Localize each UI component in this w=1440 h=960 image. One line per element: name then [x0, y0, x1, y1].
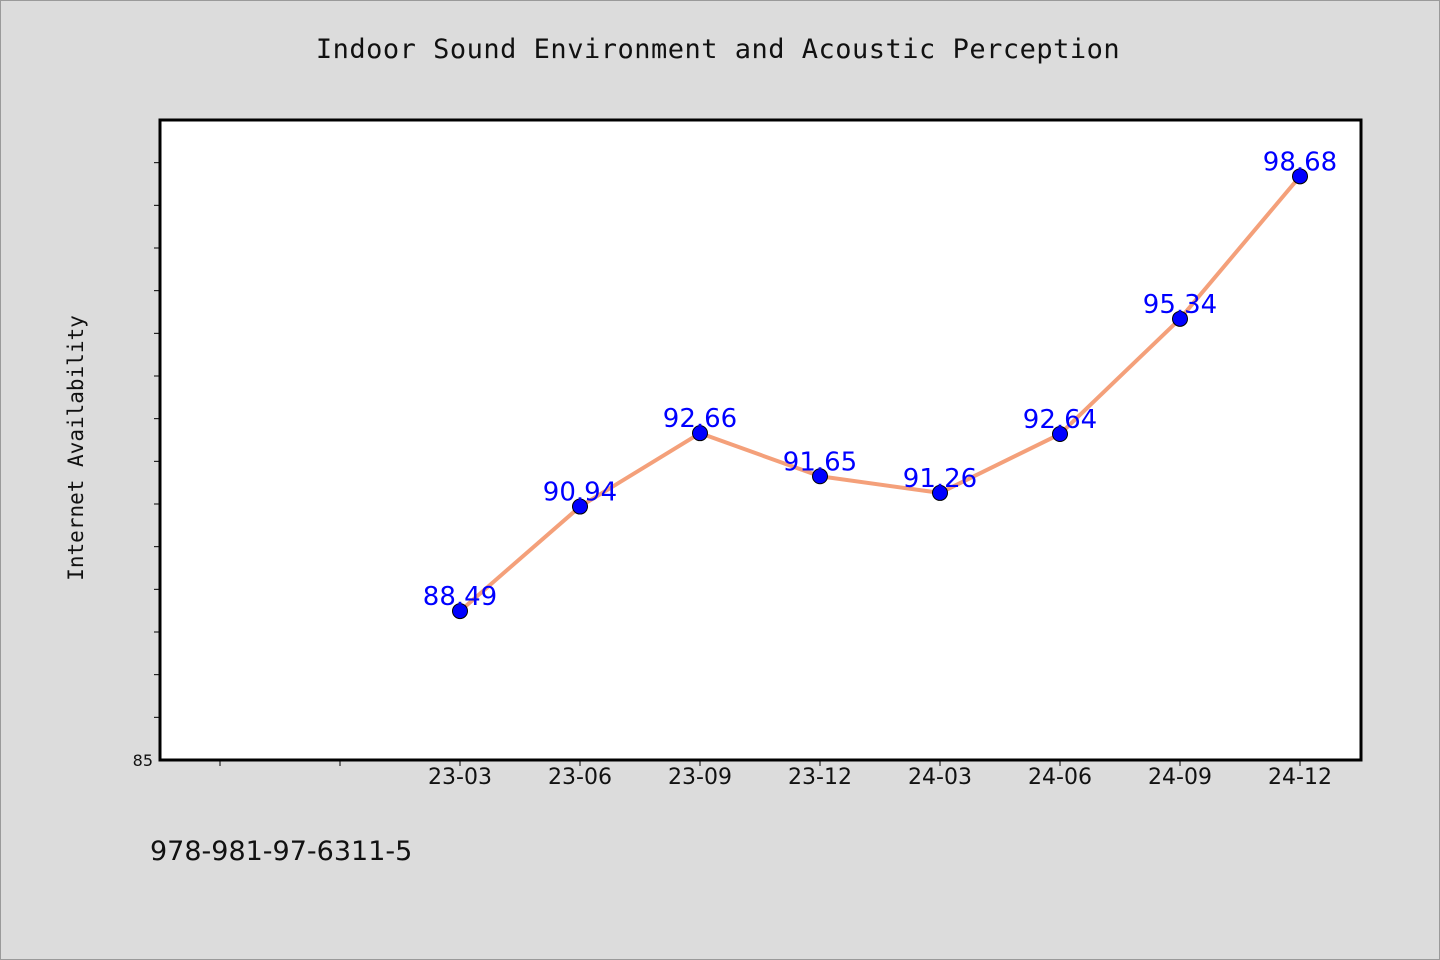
- data-point: [932, 484, 948, 501]
- data-point: [812, 468, 828, 485]
- x-tick-label: 24-06: [1028, 765, 1092, 790]
- data-point: [572, 498, 588, 515]
- data-point: [692, 425, 708, 442]
- plot-area: [158, 118, 1363, 762]
- data-label: 92.64: [1023, 405, 1097, 435]
- x-tick-label: 24-12: [1268, 765, 1332, 790]
- data-point: [1292, 168, 1308, 185]
- x-tick-label: 23-03: [428, 765, 492, 790]
- series-line: [458, 174, 1302, 614]
- data-label: 90.94: [543, 478, 617, 508]
- x-tick-label: 23-12: [788, 765, 852, 790]
- chart-title: Indoor Sound Environment and Acoustic Pe…: [315, 34, 1121, 65]
- data-labels: 88.49 90.94 92.66 91.65 91.26 92.64 95.34 98.68: [423, 147, 1337, 612]
- x-tick-label: 23-06: [548, 765, 612, 790]
- data-point: [452, 603, 468, 620]
- series-group: [452, 168, 1308, 620]
- data-label: 91.65: [783, 447, 857, 477]
- x-tick-label: 24-03: [908, 765, 972, 790]
- x-tick-label: 23-09: [668, 765, 732, 790]
- axis-ticks: 85 23-03 23-06 23-09 23-12 24-03 24-06 24-09 24-…: [133, 162, 1332, 790]
- data-label: 88.49: [423, 582, 497, 612]
- data-label: 91.26: [903, 464, 977, 494]
- y-tick-label: 85: [133, 751, 153, 770]
- data-point: [1172, 310, 1188, 327]
- data-label: 92.66: [663, 404, 737, 434]
- x-tick-label: 24-09: [1148, 765, 1212, 790]
- isbn-text: 978-981-97-6311-5: [150, 836, 413, 867]
- data-label: 98.68: [1263, 147, 1337, 177]
- data-point: [1052, 426, 1068, 443]
- data-label: 95.34: [1143, 290, 1217, 320]
